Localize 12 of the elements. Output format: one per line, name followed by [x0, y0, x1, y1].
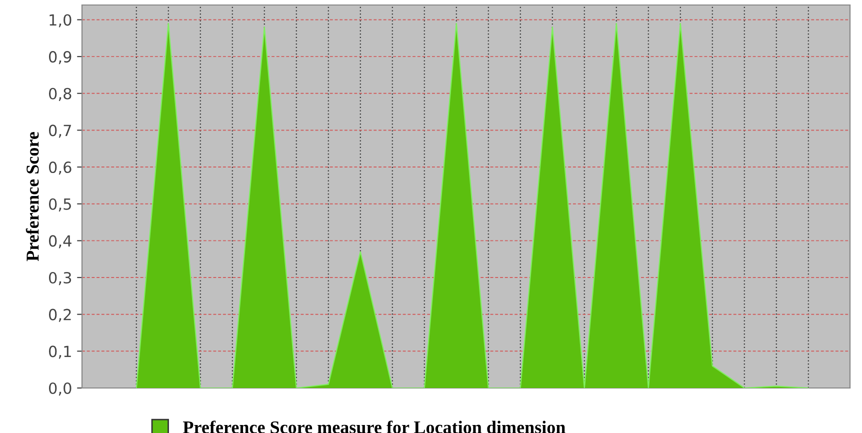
y-tick-label: 0,5 — [48, 198, 71, 212]
y-tick-label: 0,3 — [48, 272, 72, 286]
y-tick-label: 0,0 — [48, 382, 72, 396]
y-axis-title: Preference Score — [26, 132, 39, 262]
y-tick-label: 0,1 — [48, 346, 71, 359]
y-tick-label: 1,0 — [50, 14, 72, 28]
y-tick-label: 0,4 — [48, 235, 72, 248]
y-tick-label: 0,6 — [48, 162, 72, 175]
y-tick-label: 0,2 — [48, 308, 71, 322]
y-tick-label: 0,8 — [48, 88, 72, 101]
y-tick-label: 0,7 — [48, 124, 71, 138]
y-tick-label: 0,9 — [48, 51, 72, 64]
